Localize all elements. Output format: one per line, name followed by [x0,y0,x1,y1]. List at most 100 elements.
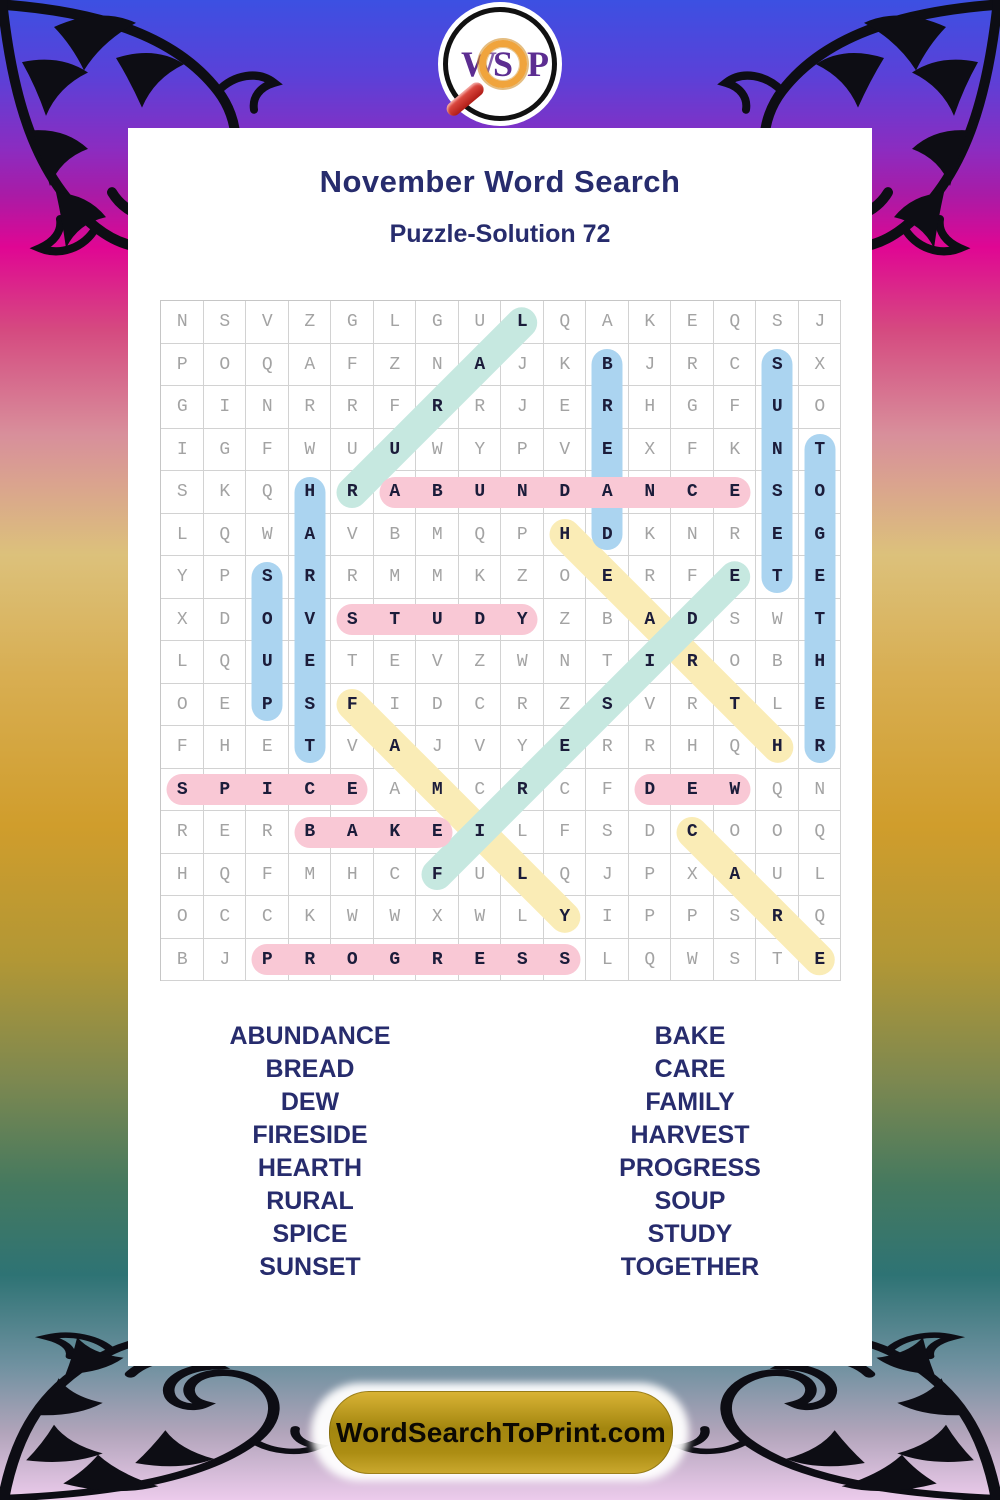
grid-cell-border [713,386,756,429]
grid-cell: O [814,482,826,503]
grid-cell: O [729,652,741,673]
grid-cell: P [516,524,528,545]
grid-cell-border [288,428,331,471]
word-item: TOGETHER [620,1253,760,1281]
grid-cell: P [686,907,698,928]
grid-cell: J [516,354,528,375]
grid-cell: R [346,482,358,503]
grid-cell-border [416,301,459,344]
grid-cell-border [331,513,374,556]
grid-cell: I [389,694,401,715]
grid-cell-border [501,386,544,429]
grid-cell: R [814,737,826,758]
grid-cell-border [628,343,671,386]
grid-cell: U [261,652,273,673]
word-item: DEW [280,1088,340,1116]
grid-cell-border [203,428,246,471]
grid-cell: T [346,652,358,673]
grid-cell-border [203,301,246,344]
grid-cell-border [373,343,416,386]
grid-cell: S [601,822,613,843]
grid-cell: W [261,524,273,545]
grid-cell: M [304,864,316,885]
grid-cell-border [586,938,629,981]
grid-cell: G [431,312,443,333]
grid-cell-border [203,513,246,556]
grid-cell: F [686,567,698,588]
grid-cell: Y [176,567,188,588]
grid-cell: C [474,779,486,800]
grid-cell-border [416,556,459,599]
grid-cell-border [331,556,374,599]
grid-cell: E [814,949,826,970]
grid-cell: C [559,779,571,800]
grid-cell: G [219,439,231,460]
grid-cell-border [161,896,204,939]
grid-cell-border [501,513,544,556]
grid-cell: C [474,694,486,715]
grid-cell: Q [219,864,231,885]
grid-cell: R [516,779,528,800]
word-item: BREAD [265,1055,355,1083]
grid-cell: L [516,864,528,885]
grid-cell-border [671,726,714,769]
grid-cell-border [671,938,714,981]
grid-cell: H [559,524,571,545]
grid-cell: H [176,864,188,885]
word-item: FIRESIDE [252,1121,368,1149]
grid-cell-border [586,768,629,811]
grid-cell: U [346,439,358,460]
grid-cell: I [176,439,188,460]
footer-site-button[interactable]: WordSearchToPrint.com [329,1391,673,1474]
grid-cell: S [729,609,741,630]
grid-cell: V [304,609,316,630]
grid-cell-border [203,683,246,726]
grid-cell: O [219,354,231,375]
word-item: FAMILY [645,1088,735,1116]
grid-cell: W [304,439,316,460]
grid-cell-border [203,343,246,386]
puzzle-card: November Word Search Puzzle-Solution 72 … [128,128,872,1366]
grid-cell-border [203,471,246,514]
grid-cell-border [713,513,756,556]
grid-cell: E [729,482,741,503]
word-item: SPICE [272,1220,348,1248]
grid-cell-border [458,641,501,684]
grid-cell-border [203,641,246,684]
grid-cell: J [431,737,443,758]
grid-cell: S [176,482,188,503]
grid-cell-border [756,768,799,811]
grid-cell: J [601,864,613,885]
grid-cell-border [331,853,374,896]
grid-cell: K [474,567,486,588]
grid-cell-border [458,428,501,471]
grid-cell: Q [729,312,741,333]
grid-cell: A [601,312,613,333]
grid-cell: D [559,482,571,503]
grid-cell-border [331,896,374,939]
grid-cell: Q [261,354,273,375]
grid-cell: W [431,439,443,460]
grid-cell-border [331,641,374,684]
grid-cell-border [246,726,289,769]
grid-cell: A [601,482,613,503]
grid-cell-border [161,301,204,344]
word-item: SUNSET [259,1253,361,1281]
grid-cell: W [516,652,528,673]
grid-cell: E [219,694,231,715]
word-item: SOUP [654,1187,726,1215]
grid-cell: E [771,524,783,545]
grid-cell: H [771,737,783,758]
grid-cell-border [713,938,756,981]
grid-cell: R [644,567,656,588]
grid-cell: L [516,907,528,928]
grid-cell-border [543,386,586,429]
grid-cell-border [586,811,629,854]
logo-letter-p: P [527,44,549,84]
grid-cell: Q [814,907,826,928]
grid-cell-border [458,513,501,556]
grid-cell: L [389,312,401,333]
grid-cell: E [474,949,486,970]
grid-cell: U [474,312,486,333]
grid-cell-border [373,853,416,896]
